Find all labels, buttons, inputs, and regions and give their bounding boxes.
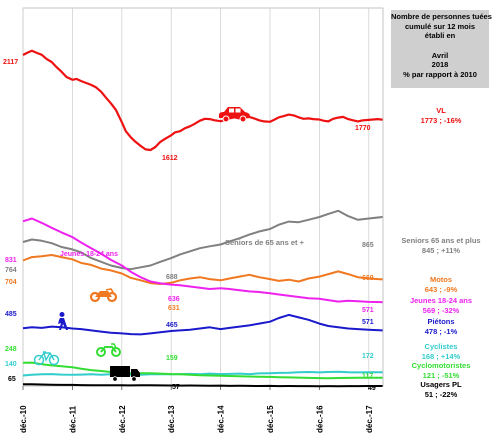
info-box: Nombre de personnes tuées cumulé sur 12 …	[391, 10, 492, 88]
x-tick-label: déc.-16	[315, 405, 324, 433]
series-line-pietons	[22, 313, 383, 336]
inline-label-pietons: 465	[166, 322, 178, 329]
inline-label-seniors: Seniors de 65 ans et +	[225, 238, 305, 247]
info-line: établi en	[424, 31, 456, 41]
legend-value: 478 ; -1%	[424, 326, 458, 336]
legend-value: 569 ; -32%	[422, 305, 460, 315]
inline-label-seniors: 764	[5, 267, 17, 274]
series-line-motos	[22, 254, 383, 285]
inline-label-vl: 1612	[162, 155, 178, 162]
legend-value: 51 ; -22%	[424, 389, 458, 399]
legend-name: VL	[436, 106, 446, 115]
info-line: % par rapport à 2010	[403, 69, 477, 79]
x-tick-label: déc.-12	[118, 405, 127, 433]
series-line-cyclo	[22, 361, 383, 380]
legend-cyclo: Cyclomotoristes 121 ; -51%	[384, 361, 498, 380]
legend-name: Seniors 65 ans et plus	[401, 236, 481, 245]
car-icon	[219, 107, 250, 123]
x-tick-label: déc.-10	[19, 405, 28, 433]
inline-label-pietons: 571	[362, 319, 374, 326]
inline-label-cyclistes: 140	[5, 361, 17, 368]
legend-name: Usagers PL	[420, 380, 462, 389]
legend-value: 845 ; +11%	[421, 245, 461, 255]
x-tick-label: déc.-17	[365, 405, 374, 433]
series-line-vl	[22, 49, 383, 152]
inline-label-cyclo: 248	[5, 346, 17, 353]
inline-labels: 2117 1612 1770 Seniors de 65 ans et + 764 688…	[3, 59, 376, 392]
inline-label-cyclistes: 172	[362, 353, 374, 360]
vehicle-icons	[33, 107, 250, 382]
inline-label-jeunes: 571	[362, 307, 374, 314]
x-tick-label: déc.-13	[167, 405, 176, 433]
inline-label-jeunes: 636	[168, 296, 180, 303]
x-tick-label: déc.-11	[68, 405, 77, 433]
legend-pl: Usagers PL 51 ; -22%	[384, 380, 498, 399]
legend-value: 168 ; +14%	[421, 351, 461, 361]
inline-label-jeunes: Jeunes 18-24 ans	[60, 251, 118, 258]
legend-pietons: Piétons 478 ; -1%	[384, 317, 498, 336]
info-line: cumulé sur 12 mois	[404, 21, 476, 31]
inline-label-jeunes: 831	[5, 257, 17, 264]
legend-value: 643 ; -9%	[424, 284, 458, 294]
legend-motos: Motos 643 ; -9%	[384, 275, 498, 294]
legend-cyclistes: Cyclistes 168 ; +14%	[384, 342, 498, 361]
inline-label-pietons: 485	[5, 311, 17, 318]
legend-name: Cyclomotoristes	[411, 361, 471, 370]
motorcycle-icon	[89, 288, 118, 303]
moped-icon	[96, 343, 121, 357]
inline-label-cyclo: 159	[166, 355, 178, 362]
info-line: 2018	[431, 60, 449, 70]
series-line-pl	[22, 383, 383, 388]
inline-label-pl: 57	[172, 384, 180, 391]
x-axis-ticks: déc.-10 déc.-11 déc.-12 déc.-13 déc.-14 déc.-…	[19, 386, 374, 433]
bicycle-icon	[33, 351, 60, 366]
info-line: Nombre de personnes tuées	[391, 12, 492, 21]
legend-jeunes: Jeunes 18-24 ans 569 ; -32%	[384, 296, 498, 315]
legend-name: Cyclistes	[424, 342, 458, 351]
truck-icon	[110, 366, 140, 382]
inline-label-seniors: 688	[166, 274, 178, 281]
series-lines	[22, 49, 383, 388]
legend-seniors: Seniors 65 ans et plus 845 ; +11%	[384, 236, 498, 255]
inline-label-motos: 631	[168, 305, 180, 312]
legend-value: 1773 ; -16%	[420, 115, 462, 125]
series-line-jeunes	[22, 217, 383, 304]
pedestrian-icon	[58, 312, 68, 330]
legend-name: Jeunes 18-24 ans	[409, 296, 473, 305]
inline-label-pl: 65	[8, 376, 16, 383]
x-tick-label: déc.-14	[217, 405, 226, 433]
series-line-seniors	[22, 209, 383, 271]
x-tick-label: déc.-15	[266, 405, 275, 433]
grid-lines	[22, 8, 370, 386]
inline-label-vl: 1770	[355, 125, 371, 132]
legend-value: 121 ; -51%	[422, 370, 460, 380]
inline-label-seniors: 865	[362, 242, 374, 249]
inline-label-motos: 704	[5, 279, 17, 286]
legend-name: Piétons	[427, 317, 455, 326]
inline-label-cyclo: 117	[362, 373, 373, 380]
inline-label-vl: 2117	[3, 59, 18, 66]
legend-name: Motos	[429, 275, 453, 284]
legend-vl: VL 1773 ; -16%	[384, 106, 498, 125]
info-line: Avril	[431, 50, 449, 60]
inline-label-pl: 49	[368, 385, 376, 392]
inline-label-motos: 669	[362, 275, 374, 282]
